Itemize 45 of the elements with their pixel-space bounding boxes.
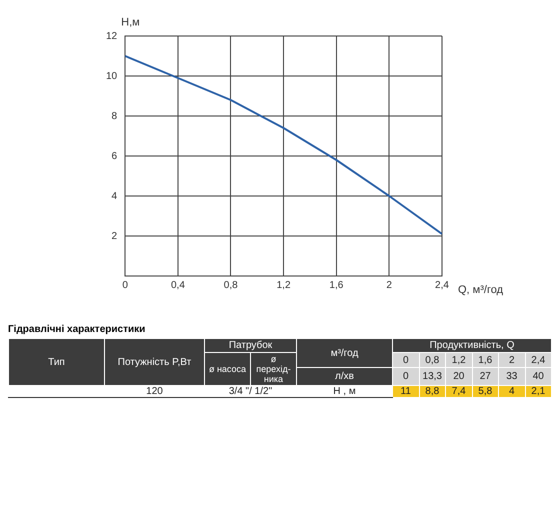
y-tick-label: 2 [112, 230, 118, 242]
x-tick-label: 0,8 [224, 280, 238, 291]
text: 1,6 [478, 354, 492, 366]
y-tick-label: 8 [112, 110, 118, 122]
x-axis-title: Q, м³/год [458, 284, 504, 296]
y-tick-label: 12 [106, 30, 118, 42]
text: 0 [402, 354, 409, 366]
text: Продуктивність, Q [430, 340, 514, 351]
text: Гідравлічні характеристики [8, 324, 146, 335]
text: л/хв [335, 371, 354, 382]
x-tick-label: 0 [122, 280, 128, 291]
y-tick-label: 10 [106, 70, 118, 82]
text: Потужність P,Вт [118, 356, 192, 368]
text: Патрубок [228, 340, 272, 351]
text: 4 [508, 386, 515, 397]
text: ø перехід-ника [256, 354, 291, 384]
text: 13,3 [422, 371, 442, 382]
text: 40 [532, 371, 544, 382]
y-tick-label: 4 [112, 190, 118, 202]
text: 27 [480, 371, 491, 382]
text: 2,4 [531, 354, 546, 366]
text: 3/4 "/ 1/2" [228, 386, 272, 397]
text: 2 [508, 354, 515, 366]
text: 2,1 [531, 386, 546, 397]
text: Н , м [333, 386, 356, 397]
x-tick-label: 1,2 [276, 280, 291, 291]
text: 33 [506, 371, 518, 382]
y-tick-label: 6 [112, 150, 118, 162]
text: Тип [48, 356, 65, 368]
text: 120 [146, 386, 163, 397]
text: 11 [400, 386, 411, 397]
x-tick-label: 0,4 [170, 280, 186, 291]
text: 1,2 [452, 354, 466, 366]
text: ø насоса [208, 364, 246, 374]
text: 20 [453, 371, 464, 382]
text: 8,8 [425, 386, 440, 397]
x-tick-label: 2 [386, 280, 392, 291]
text: 5,8 [478, 386, 492, 397]
text: 0 [402, 371, 409, 382]
text: 0,8 [425, 354, 440, 366]
text: 7,4 [452, 386, 466, 397]
x-tick-label: 2,4 [435, 280, 450, 291]
y-axis-title: H,м [121, 16, 140, 29]
text: м³/год [330, 348, 358, 359]
x-tick-label: 1,6 [329, 280, 344, 291]
